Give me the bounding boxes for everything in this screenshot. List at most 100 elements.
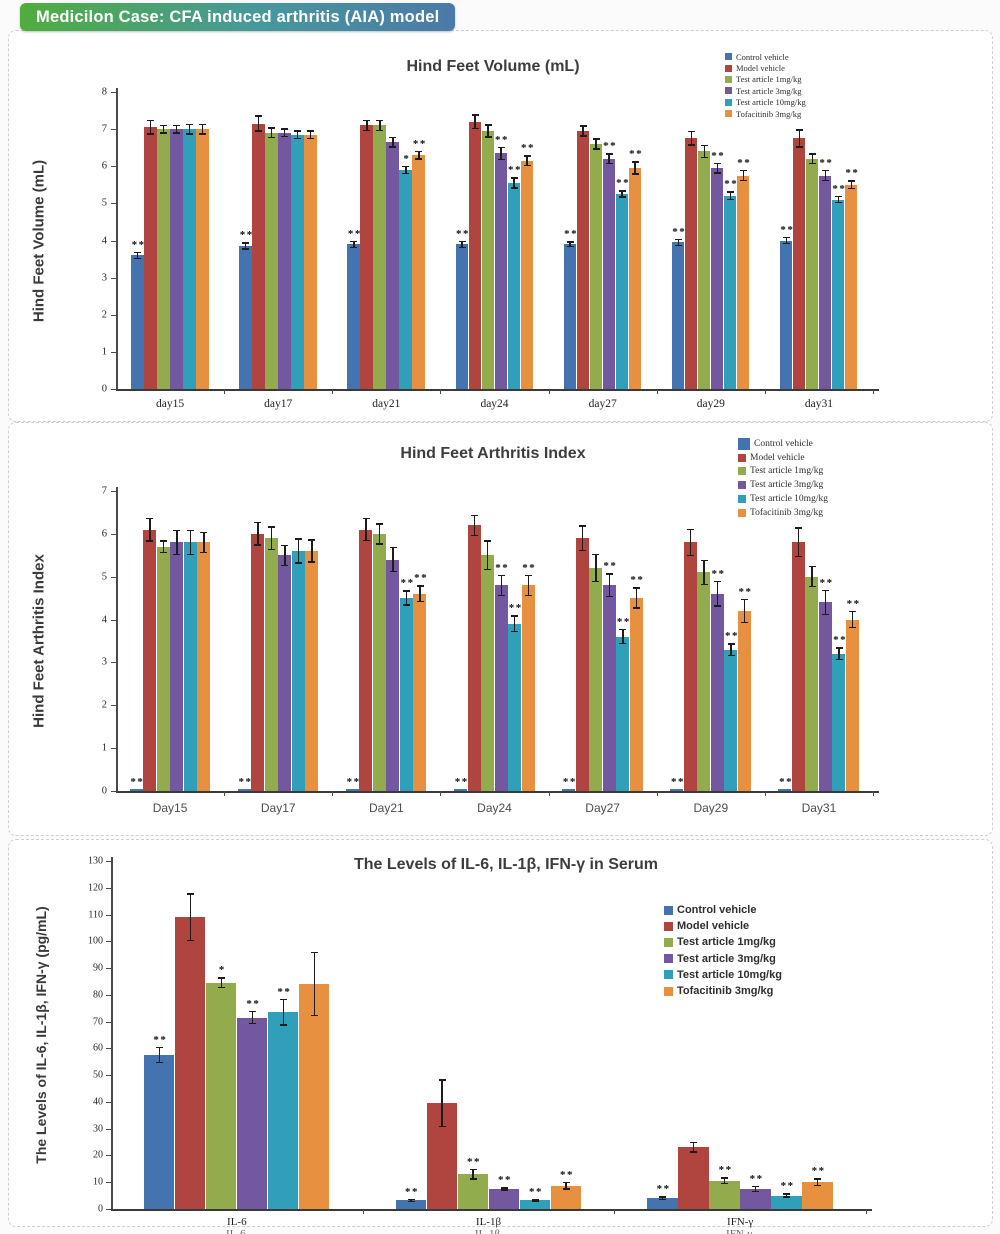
error-bar-cap [592,138,600,140]
error-bar [500,146,502,160]
error-bar-cap [363,129,371,131]
error-bar-cap [687,144,695,146]
error-bar-cap [186,529,194,531]
error-bar-cap [248,1022,256,1025]
y-tick-label: 5 [101,571,107,583]
bar [818,175,832,389]
error-bar [526,155,528,167]
bar [129,788,143,791]
sig-marker: ** [495,561,510,574]
bar [576,130,590,389]
x-tick-label: Day17 [260,801,296,815]
legend-item: Tofacitinib 3mg/kg [725,108,806,119]
error-bar-cap [510,177,518,179]
bar [359,529,373,791]
y-tick-mark [111,576,116,578]
bar [562,788,576,791]
y-tick-label: 2 [101,699,107,711]
y-tick-mark [111,129,116,131]
bar [831,199,845,389]
error-bar-cap [631,173,639,175]
bar [143,529,157,791]
error-bar [661,1196,664,1201]
error-bar-cap [714,581,722,583]
error-bar-cap [376,129,384,131]
sig-marker: ** [718,1164,733,1177]
bar [684,138,698,389]
x-tick-label: Day27 [585,801,620,815]
y-tick-mark [106,1101,111,1103]
bar [131,255,144,389]
error-bar-cap [469,1178,477,1180]
error-bar-cap [173,132,181,134]
legend-item: Test article 1mg/kg [725,74,806,85]
error-bar-cap [523,164,531,167]
sig-marker: ** [629,148,644,161]
error-bar-cap [402,173,410,175]
sig-marker: ** [508,602,523,615]
error-bar [410,1198,412,1203]
x-tick-mark [548,389,550,394]
sig-marker: ** [346,775,361,788]
error-bar-cap [808,162,816,165]
error-bar-cap [578,525,586,527]
legend-label: Test article 10mg/kg [750,494,828,505]
error-bar [595,554,597,583]
bar [467,525,481,791]
error-bar [534,1198,536,1202]
bar [709,1180,740,1209]
bar [710,593,724,791]
error-bar-cap [294,130,302,132]
error-bar-cap [847,187,855,190]
error-bar-cap [562,1188,570,1190]
error-bar-cap [458,246,466,248]
bar [519,1200,550,1209]
sig-marker: ** [711,149,726,162]
bar [237,788,251,791]
error-bar [837,195,840,204]
error-bar [811,153,814,165]
y-tick-label: 6 [101,528,107,540]
y-tick-mark [111,705,116,707]
error-bar-cap [484,540,492,542]
y-tick-label: 10 [93,1176,103,1188]
error-bar-cap [531,1200,539,1202]
error-bar [378,523,381,545]
legend-item: Model vehicle [664,918,782,934]
error-bar [136,251,139,260]
error-bar [716,162,718,174]
error-bar-cap [376,523,384,525]
legend-item: Test article 1mg/kg [664,934,782,950]
bar [488,1188,519,1209]
error-bar-cap [281,544,289,546]
error-bar-cap [687,528,695,531]
title-banner: Medicilon Case: CFA induced arthritis (A… [20,3,456,31]
legend: Control vehicle Model vehicle Test article… [664,902,782,999]
error-bar-cap [173,529,181,531]
panel-hind-feet-volume: Hind Feet Volume (mL) Hind Feet Volume (m… [8,30,993,422]
error-bar-cap [308,561,316,563]
sig-marker: ** [603,140,618,153]
sig-marker: ** [495,133,509,146]
bar [239,246,252,389]
y-tick-label: 6 [101,160,107,172]
error-bar-cap [281,128,289,130]
error-bar-cap [294,562,302,564]
error-bar-cap [186,133,194,135]
error-bar-cap [248,1010,256,1013]
error-bar-cap [619,629,627,631]
error-bar-cap [579,135,587,137]
error-bar-cap [389,546,397,549]
x-tick-label: day24 [480,398,509,410]
error-bar [621,190,623,198]
error-bar [729,191,731,201]
bar [236,1017,268,1209]
error-bar-cap [690,1151,698,1153]
error-bar-cap [687,554,695,557]
error-bar-cap [834,201,842,204]
error-bar-cap [566,241,574,243]
y-tick-label: 100 [88,935,103,947]
error-bar-cap [254,521,262,524]
bar [386,142,399,389]
sig-marker: ** [498,1174,512,1187]
